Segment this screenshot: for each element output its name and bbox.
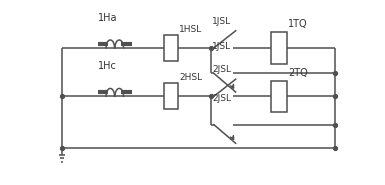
Text: 2JSL: 2JSL bbox=[213, 65, 231, 74]
Bar bbox=[164, 83, 178, 109]
Text: 1Ha: 1Ha bbox=[98, 13, 117, 23]
Bar bbox=[271, 81, 287, 112]
Bar bbox=[271, 32, 287, 63]
Text: 1JSL: 1JSL bbox=[213, 17, 231, 26]
Text: 2JSL: 2JSL bbox=[213, 94, 231, 103]
Text: 2HSL: 2HSL bbox=[179, 73, 202, 82]
Text: 1HSL: 1HSL bbox=[179, 25, 203, 34]
Bar bbox=[164, 35, 178, 61]
Text: 2TQ: 2TQ bbox=[288, 68, 308, 78]
Text: 1TQ: 1TQ bbox=[288, 19, 308, 29]
Text: 1Hc: 1Hc bbox=[98, 61, 117, 71]
Text: 1JSL: 1JSL bbox=[213, 42, 231, 51]
